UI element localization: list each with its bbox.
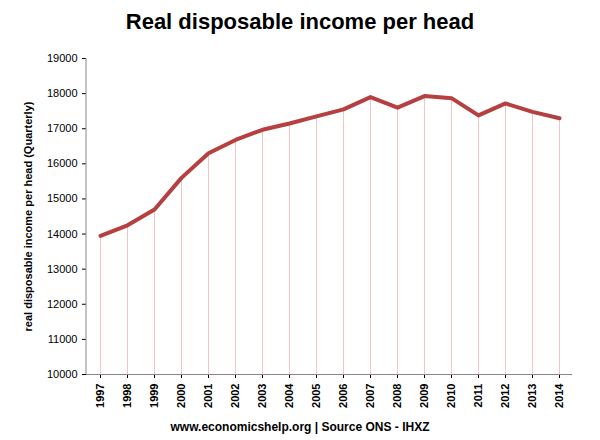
svg-text:12000: 12000	[47, 298, 78, 310]
svg-text:2004: 2004	[283, 383, 295, 408]
svg-text:19000: 19000	[47, 52, 78, 64]
svg-text:10000: 10000	[47, 368, 78, 380]
svg-text:2012: 2012	[499, 384, 511, 408]
svg-text:2008: 2008	[391, 384, 403, 408]
svg-text:13000: 13000	[47, 263, 78, 275]
svg-text:2006: 2006	[337, 384, 349, 408]
svg-text:14000: 14000	[47, 228, 78, 240]
svg-text:16000: 16000	[47, 157, 78, 169]
svg-text:2003: 2003	[256, 384, 268, 408]
svg-text:2010: 2010	[445, 384, 457, 408]
svg-text:2014: 2014	[553, 383, 565, 408]
svg-text:2013: 2013	[526, 384, 538, 408]
svg-text:18000: 18000	[47, 87, 78, 99]
svg-text:15000: 15000	[47, 192, 78, 204]
svg-text:2007: 2007	[364, 384, 376, 408]
svg-text:2001: 2001	[202, 384, 214, 408]
svg-text:1998: 1998	[121, 384, 133, 408]
svg-text:real disposable income per hea: real disposable income per head (Quarter…	[22, 101, 34, 331]
svg-text:2009: 2009	[418, 384, 430, 408]
html-text:Real disposable income per hea: Real disposable income per head	[125, 9, 475, 34]
svg-text:2005: 2005	[310, 384, 322, 408]
html-text:www.economicshelp.org | Source: www.economicshelp.org | Source ONS - IHX…	[170, 420, 430, 434]
svg-text:2011: 2011	[472, 384, 484, 408]
svg-text:17000: 17000	[47, 122, 78, 134]
svg-text:2002: 2002	[229, 384, 241, 408]
svg-text:2000: 2000	[175, 384, 187, 408]
svg-text:1997: 1997	[94, 384, 106, 408]
svg-text:11000: 11000	[48, 333, 78, 345]
svg-text:1999: 1999	[148, 384, 160, 408]
